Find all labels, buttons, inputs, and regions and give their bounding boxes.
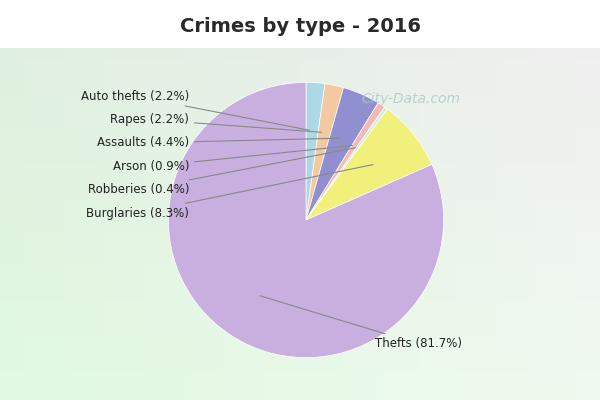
Text: Crimes by type - 2016: Crimes by type - 2016 (179, 17, 421, 36)
Text: Robberies (0.4%): Robberies (0.4%) (88, 148, 355, 196)
Text: Assaults (4.4%): Assaults (4.4%) (97, 136, 339, 150)
Wedge shape (306, 107, 388, 220)
Wedge shape (306, 84, 344, 220)
Text: Burglaries (8.3%): Burglaries (8.3%) (86, 164, 373, 220)
Wedge shape (306, 88, 378, 220)
Wedge shape (306, 82, 325, 220)
Wedge shape (306, 103, 385, 220)
Wedge shape (169, 82, 443, 358)
Text: Rapes (2.2%): Rapes (2.2%) (110, 113, 322, 132)
Text: Arson (0.9%): Arson (0.9%) (113, 146, 352, 173)
Text: Auto thefts (2.2%): Auto thefts (2.2%) (81, 90, 310, 130)
Text: Thefts (81.7%): Thefts (81.7%) (260, 296, 462, 350)
Wedge shape (306, 109, 432, 220)
Text: City-Data.com: City-Data.com (361, 92, 460, 106)
